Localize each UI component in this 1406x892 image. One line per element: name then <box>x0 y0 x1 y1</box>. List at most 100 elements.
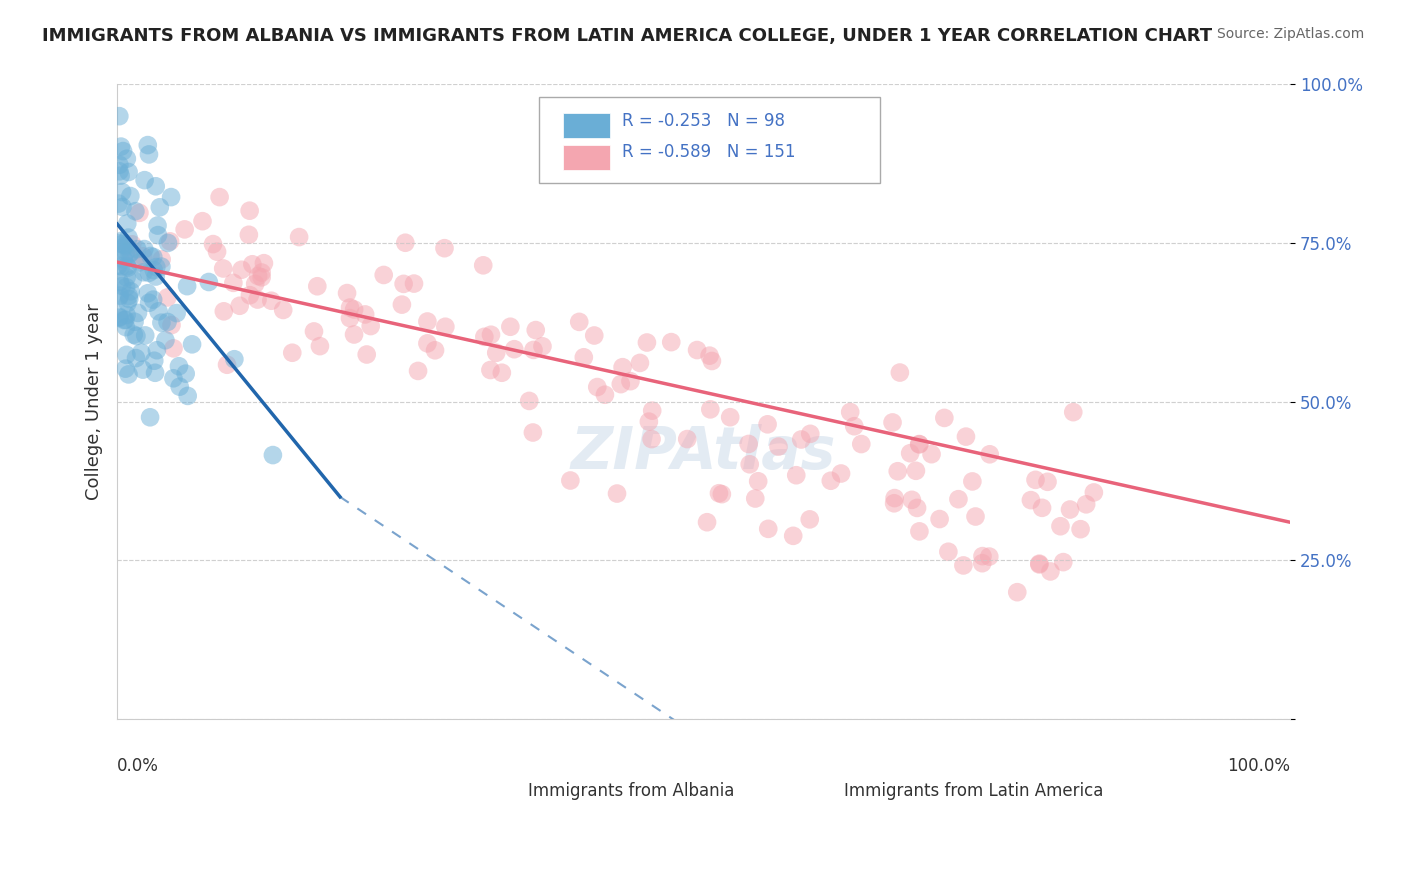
Point <box>785 468 807 483</box>
Point <box>125 251 148 265</box>
Point <box>110 260 132 274</box>
FancyBboxPatch shape <box>803 772 832 792</box>
Point <box>686 343 709 357</box>
Point <box>115 308 138 322</box>
Point <box>606 486 628 500</box>
Point <box>191 214 214 228</box>
Point <box>115 348 138 362</box>
Point <box>908 437 931 451</box>
Point <box>239 203 262 218</box>
Point <box>139 410 162 425</box>
Point <box>166 306 188 320</box>
Point <box>215 358 238 372</box>
Point <box>472 330 495 344</box>
Point <box>110 234 132 248</box>
Point <box>1007 585 1029 599</box>
Point <box>117 165 139 179</box>
Point <box>288 230 311 244</box>
Point <box>150 252 173 267</box>
Point <box>231 262 253 277</box>
Point <box>115 259 138 273</box>
Point <box>593 388 616 402</box>
Point <box>979 549 1001 564</box>
Point <box>302 325 325 339</box>
Point <box>887 464 910 478</box>
Point <box>107 259 129 273</box>
Point <box>120 245 142 260</box>
Y-axis label: College, Under 1 year: College, Under 1 year <box>86 303 103 500</box>
Point <box>782 529 804 543</box>
Point <box>111 185 134 199</box>
Point <box>1052 555 1074 569</box>
Point <box>307 279 329 293</box>
Point <box>138 295 160 310</box>
Point <box>1076 497 1098 511</box>
Point <box>132 265 155 279</box>
Point <box>904 464 927 478</box>
Point <box>127 306 149 320</box>
Point <box>568 315 591 329</box>
Text: Immigrants from Albania: Immigrants from Albania <box>527 782 734 800</box>
Point <box>676 432 699 446</box>
Point <box>114 312 136 326</box>
Point <box>176 389 198 403</box>
Point <box>820 474 842 488</box>
Point <box>205 244 228 259</box>
Point <box>1019 493 1042 508</box>
Point <box>142 250 165 264</box>
Point <box>756 417 779 432</box>
Point <box>124 315 146 329</box>
Point <box>142 293 165 307</box>
Point <box>145 260 167 274</box>
Point <box>392 277 415 291</box>
Point <box>146 228 169 243</box>
Point <box>146 219 169 233</box>
Point <box>262 448 284 462</box>
Point <box>114 245 136 260</box>
Point <box>707 486 730 500</box>
Point <box>517 393 540 408</box>
Point <box>134 242 156 256</box>
Point <box>1039 565 1062 579</box>
Point <box>107 236 129 251</box>
Point <box>356 347 378 361</box>
Point <box>433 241 456 255</box>
Point <box>117 230 139 244</box>
Point <box>844 419 866 434</box>
Point <box>883 496 905 510</box>
Point <box>281 345 304 359</box>
Point <box>198 275 221 289</box>
Point <box>612 360 634 375</box>
Point <box>173 222 195 236</box>
Point <box>240 257 263 271</box>
Point <box>790 433 813 447</box>
Point <box>114 238 136 252</box>
Point <box>638 415 661 429</box>
Point <box>111 242 134 256</box>
Point <box>121 237 143 252</box>
Point <box>139 249 162 263</box>
Point <box>129 345 152 359</box>
Point <box>118 292 141 306</box>
Point <box>146 343 169 358</box>
FancyBboxPatch shape <box>540 97 880 183</box>
Point <box>124 204 146 219</box>
Point <box>938 545 960 559</box>
Point <box>799 426 821 441</box>
Point <box>134 173 156 187</box>
Point <box>531 339 554 353</box>
Point <box>110 139 132 153</box>
Point <box>115 152 138 166</box>
Point <box>208 190 231 204</box>
Point <box>402 277 425 291</box>
Point <box>149 200 172 214</box>
Point <box>979 447 1001 461</box>
Point <box>156 235 179 250</box>
Point <box>107 292 129 306</box>
Point <box>111 200 134 214</box>
Point <box>737 437 759 451</box>
Point <box>181 337 204 351</box>
Point <box>699 402 721 417</box>
Point <box>710 487 733 501</box>
Point <box>115 280 138 294</box>
